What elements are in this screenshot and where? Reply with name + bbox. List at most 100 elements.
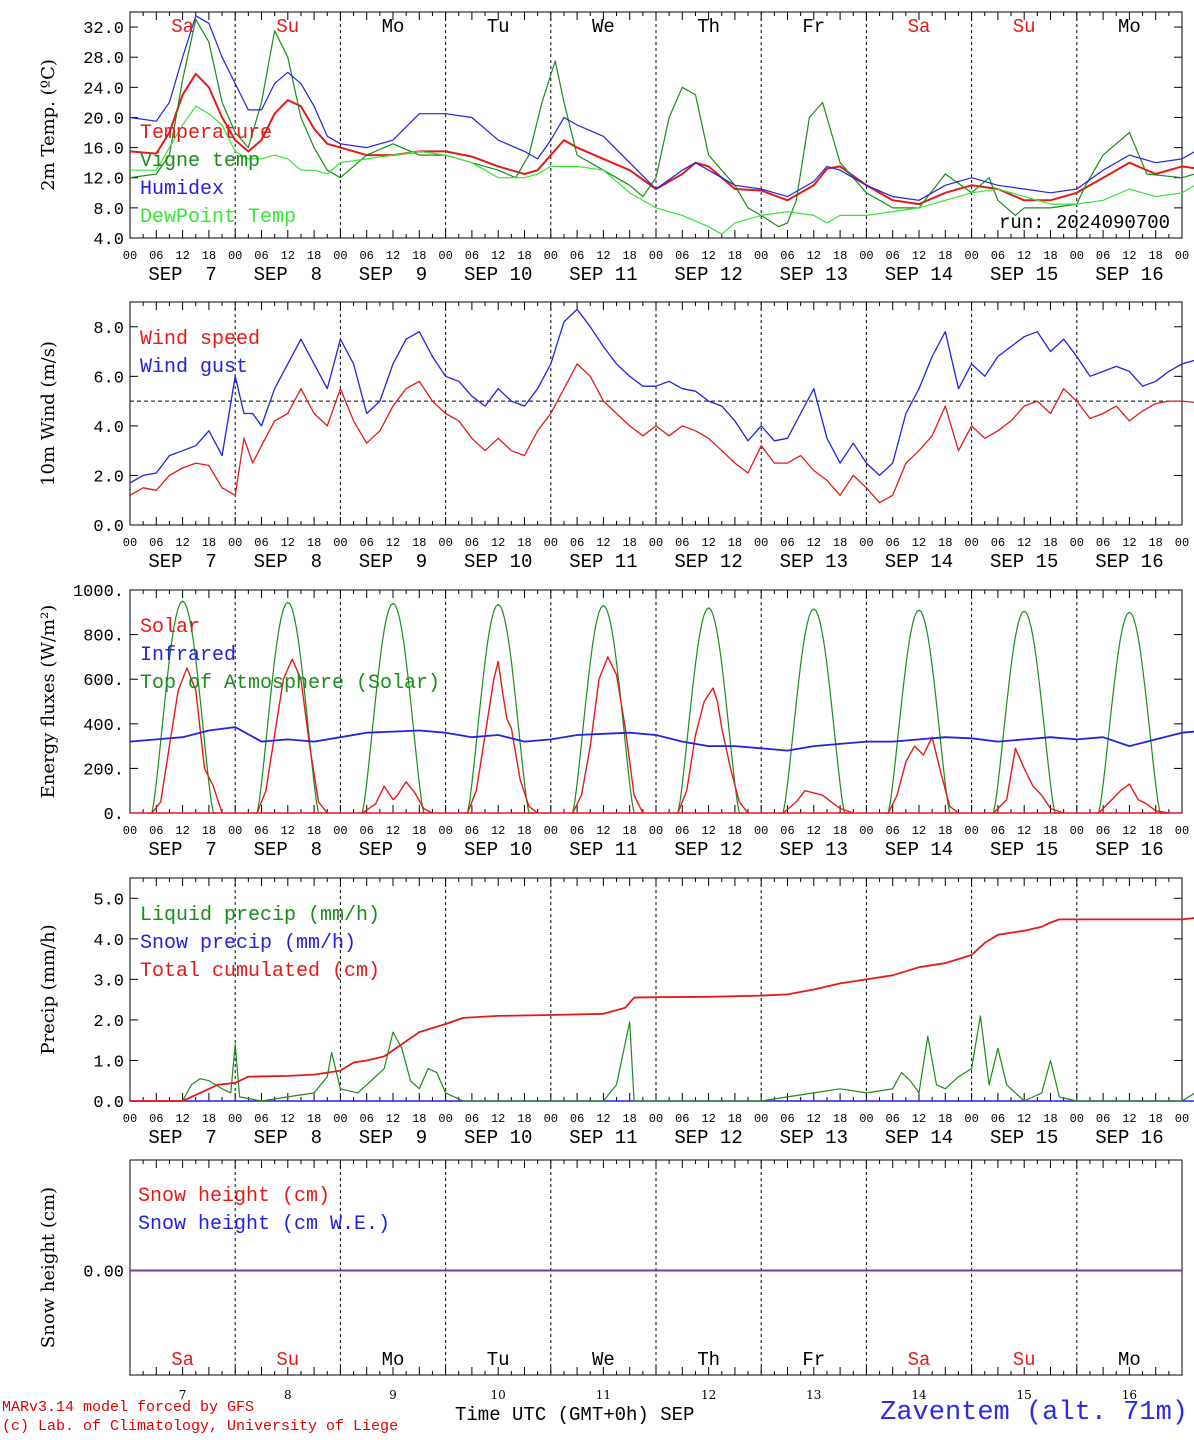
- hour-tick-label: 00: [1070, 536, 1084, 550]
- hour-tick-label: 18: [307, 249, 321, 263]
- y-tick-label: 8.0: [93, 320, 124, 339]
- hour-tick-label: 00: [1175, 824, 1189, 838]
- hour-tick-label: 00: [1175, 249, 1189, 263]
- solar-line: [782, 790, 854, 814]
- hour-tick-label: 12: [175, 1112, 189, 1126]
- hour-tick-label: 12: [281, 536, 295, 550]
- hour-tick-label: 00: [544, 536, 558, 550]
- toa-solar-line: [883, 609, 955, 814]
- day-number-label: 16: [1122, 1388, 1137, 1402]
- date-label: SEP 11: [569, 551, 637, 573]
- station-label: Zaventem (alt. 71m): [880, 1398, 1188, 1428]
- date-label: SEP 13: [780, 264, 848, 286]
- hour-tick-label: 00: [228, 536, 242, 550]
- y-tick-label: 3.0: [93, 972, 124, 991]
- hour-tick-label: 06: [570, 824, 584, 838]
- solar-line: [993, 747, 1064, 814]
- legend-entry: Solar: [140, 616, 200, 639]
- hour-tick-label: 18: [412, 824, 426, 838]
- hour-tick-label: 12: [491, 249, 505, 263]
- date-label: SEP 10: [464, 1127, 532, 1149]
- y-tick-label: 0.00: [83, 1264, 124, 1283]
- y-tick-label: 5.0: [93, 891, 124, 910]
- hour-tick-label: 18: [1148, 536, 1162, 550]
- hour-tick-label: 18: [833, 536, 847, 550]
- weekday-label: Tu: [487, 1349, 510, 1371]
- hour-tick-label: 06: [1096, 1112, 1110, 1126]
- hour-tick-label: 18: [938, 249, 952, 263]
- hour-tick-label: 00: [438, 249, 452, 263]
- hour-tick-label: 00: [859, 824, 873, 838]
- wind-series-line: [129, 363, 1194, 504]
- wind-series-line: [129, 308, 1194, 484]
- hour-tick-label: 06: [1096, 249, 1110, 263]
- date-label: SEP 8: [254, 551, 322, 573]
- hour-tick-label: 18: [307, 1112, 321, 1126]
- hour-tick-label: 06: [991, 1112, 1005, 1126]
- legend-entry: Humidex: [140, 178, 224, 201]
- hour-tick-label: 06: [149, 1112, 163, 1126]
- date-label: SEP 15: [990, 264, 1058, 286]
- date-label: SEP 13: [780, 839, 848, 861]
- toa-solar-line: [357, 602, 429, 814]
- hour-tick-label: 00: [754, 536, 768, 550]
- hour-tick-label: 06: [254, 249, 268, 263]
- hour-tick-label: 12: [596, 536, 610, 550]
- hour-tick-label: 12: [491, 824, 505, 838]
- legend-entry: Liquid precip (mm/h): [140, 904, 380, 927]
- date-label: SEP 9: [359, 839, 427, 861]
- total-cumulated-line: [130, 917, 1194, 1102]
- weekday-label: Su: [1013, 16, 1036, 38]
- hour-tick-label: 06: [780, 536, 794, 550]
- y-axis-label: 2m Temp. (ºC): [38, 59, 59, 191]
- hour-tick-label: 06: [359, 536, 373, 550]
- date-label: SEP 9: [359, 264, 427, 286]
- hour-tick-label: 06: [991, 536, 1005, 550]
- hour-tick-label: 06: [570, 536, 584, 550]
- y-tick-label: 24.0: [83, 80, 124, 99]
- hour-tick-label: 18: [307, 536, 321, 550]
- hour-tick-label: 18: [1043, 1112, 1057, 1126]
- hour-tick-label: 12: [1122, 249, 1136, 263]
- temp-series-line: [130, 105, 1194, 235]
- hour-tick-label: 12: [1122, 824, 1136, 838]
- hour-tick-label: 12: [912, 1112, 926, 1126]
- hour-tick-label: 18: [202, 536, 216, 550]
- date-label: SEP 7: [148, 264, 216, 286]
- hour-tick-label: 12: [386, 824, 400, 838]
- hour-tick-label: 06: [675, 824, 689, 838]
- hour-tick-label: 12: [1017, 536, 1031, 550]
- hour-tick-label: 00: [438, 536, 452, 550]
- y-tick-label: 8.0: [93, 201, 124, 220]
- hour-tick-label: 06: [885, 249, 899, 263]
- hour-tick-label: 12: [1017, 824, 1031, 838]
- day-number-label: 15: [1017, 1388, 1032, 1402]
- hour-tick-label: 00: [754, 1112, 768, 1126]
- solar-line: [572, 656, 644, 814]
- y-tick-label: 1000.: [73, 583, 124, 602]
- hour-tick-label: 06: [465, 824, 479, 838]
- hour-tick-label: 12: [386, 249, 400, 263]
- hour-tick-label: 18: [202, 1112, 216, 1126]
- hour-tick-label: 00: [333, 536, 347, 550]
- run-label: run: 2024090700: [999, 212, 1170, 234]
- hour-tick-label: 00: [544, 1112, 558, 1126]
- y-tick-label: 20.0: [83, 110, 124, 129]
- y-axis-label: Snow height (cm): [38, 1187, 59, 1348]
- date-label: SEP 11: [569, 264, 637, 286]
- hour-tick-label: 18: [833, 824, 847, 838]
- hour-tick-label: 12: [281, 824, 295, 838]
- hour-tick-label: 18: [1148, 249, 1162, 263]
- hour-tick-label: 12: [807, 536, 821, 550]
- day-number-label: 11: [596, 1388, 611, 1402]
- date-label: SEP 10: [464, 264, 532, 286]
- legend-entry: Top of Atmosphere (Solar): [140, 672, 440, 695]
- date-label: SEP 11: [569, 839, 637, 861]
- toa-solar-line: [147, 600, 218, 814]
- weekday-label: Th: [697, 1349, 720, 1371]
- hour-tick-label: 06: [885, 824, 899, 838]
- hour-tick-label: 18: [517, 824, 531, 838]
- time-axis-title: Time UTC (GMT+0h) SEP: [455, 1404, 694, 1426]
- date-label: SEP 8: [254, 839, 322, 861]
- hour-tick-label: 00: [649, 1112, 663, 1126]
